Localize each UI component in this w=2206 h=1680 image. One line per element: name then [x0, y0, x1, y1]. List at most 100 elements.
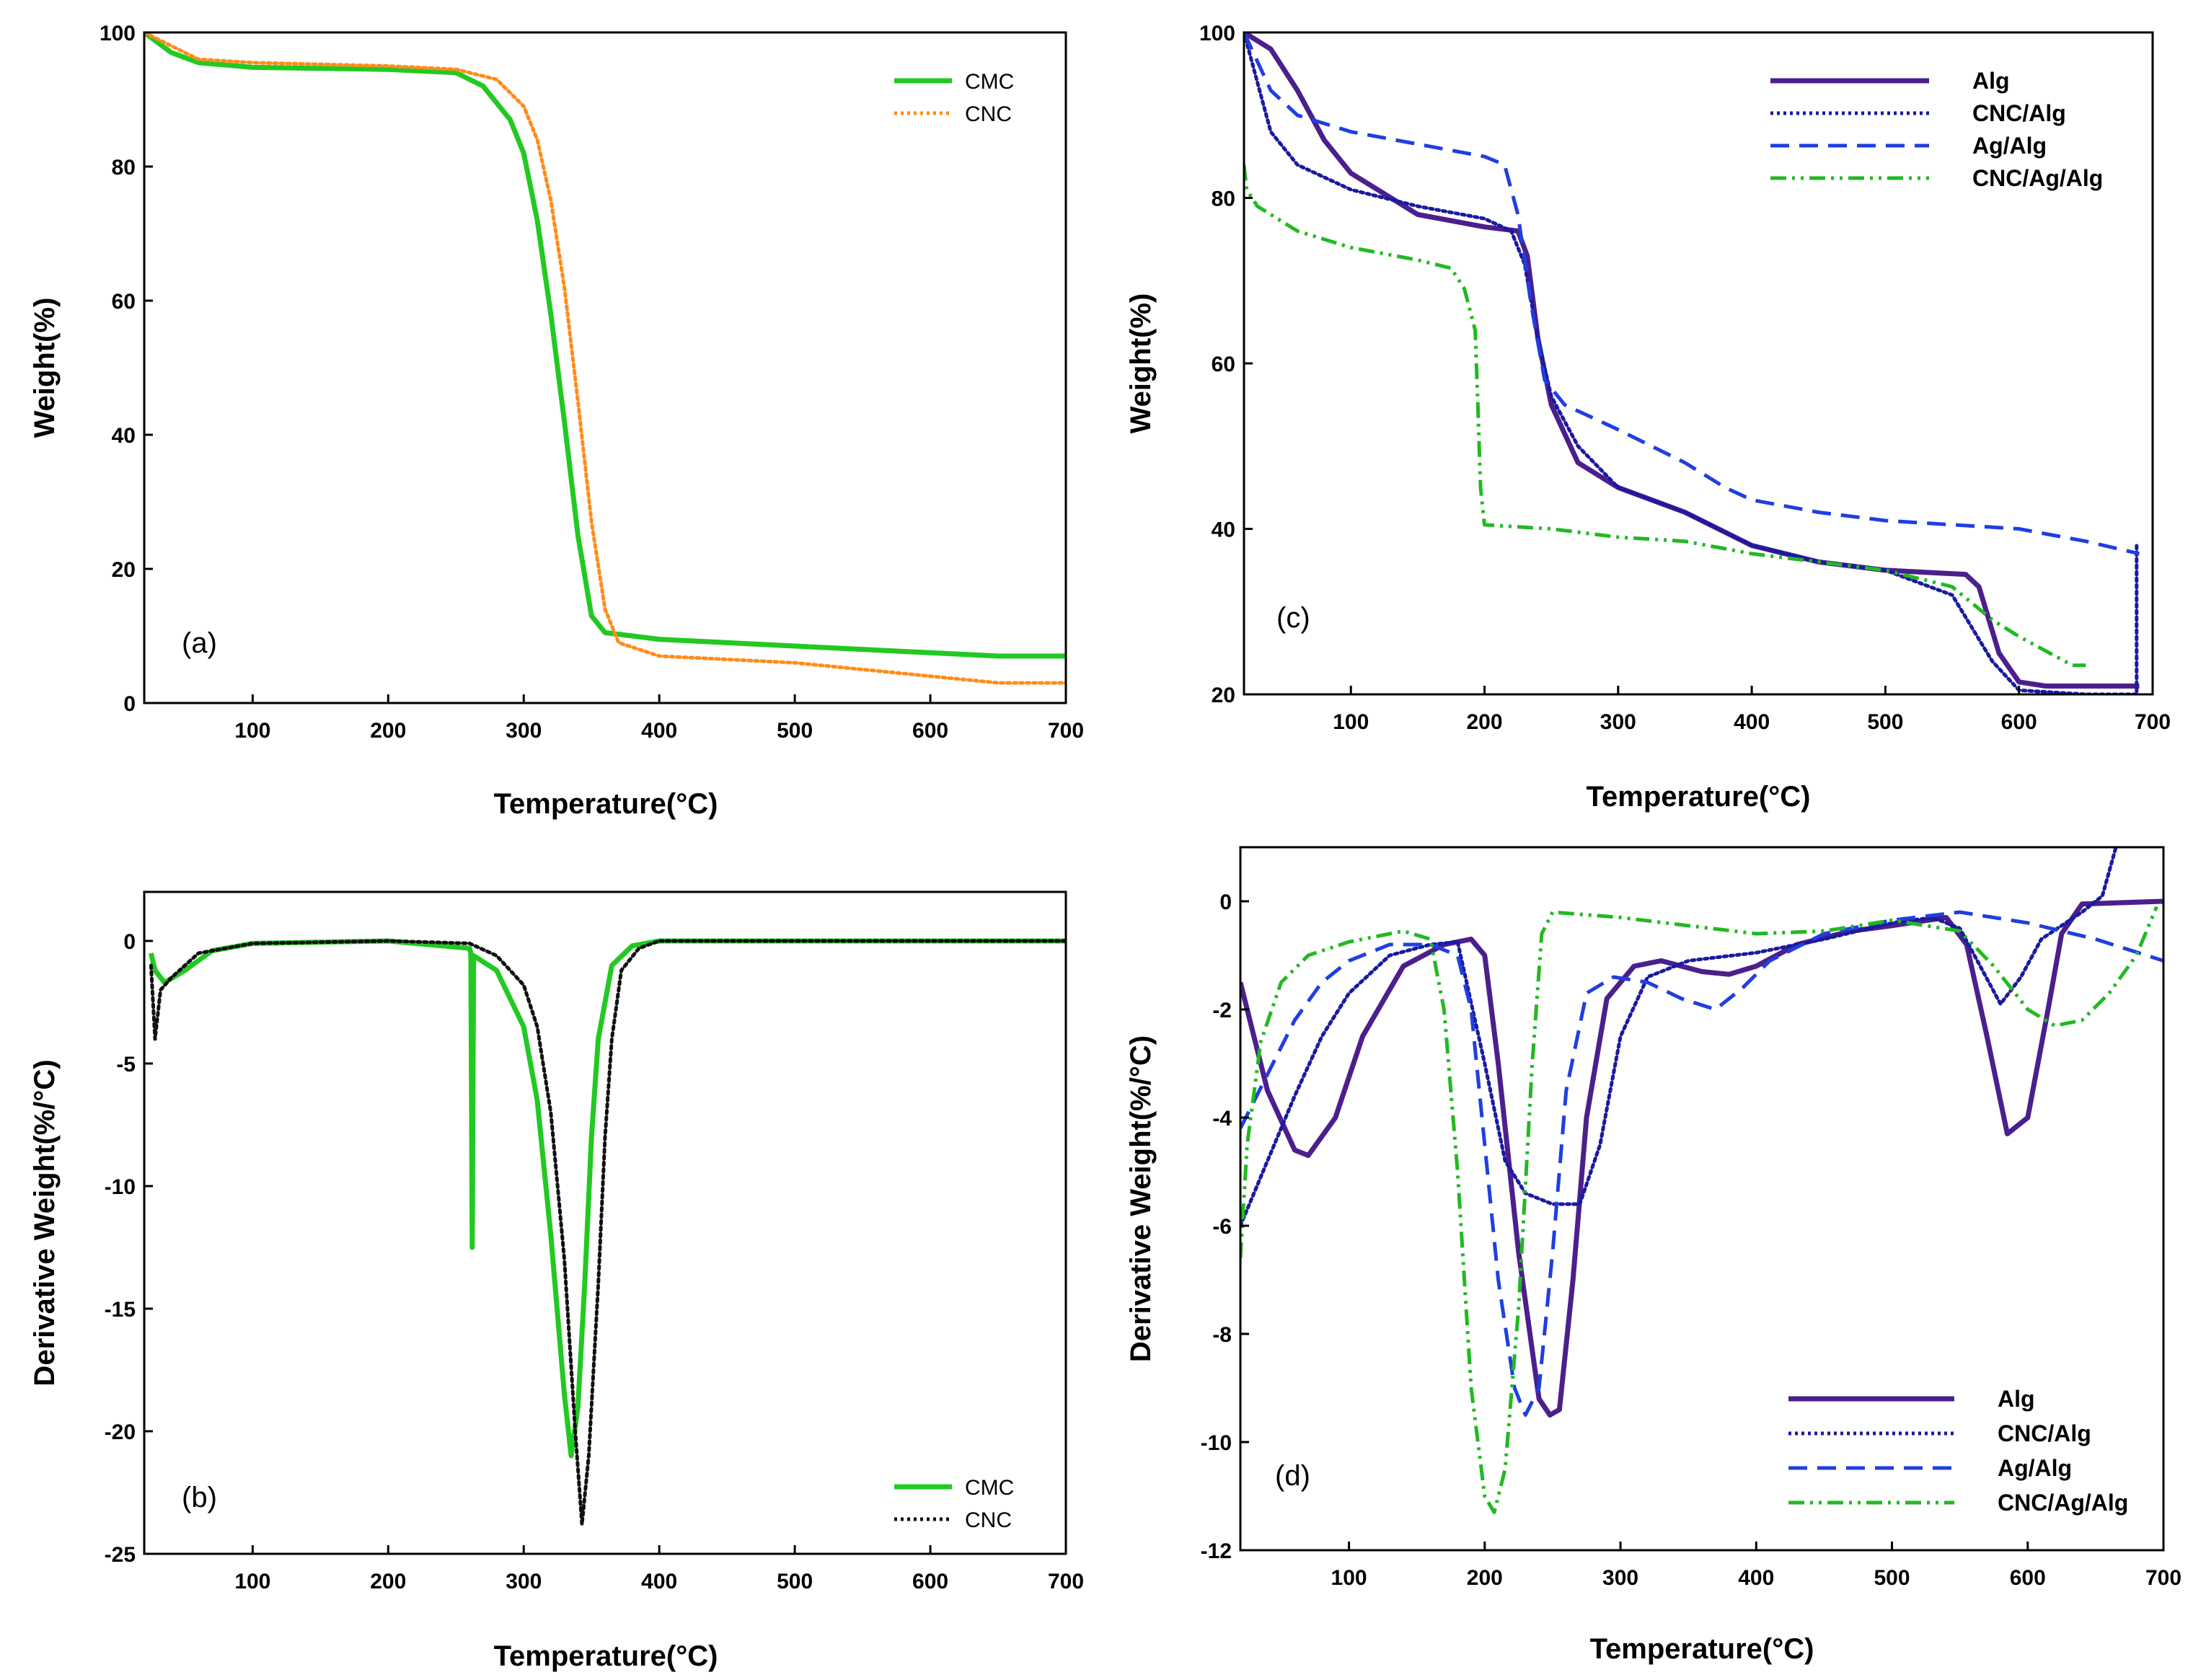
x-tick-label: 300 — [1602, 1566, 1638, 1590]
series-line-ag-alg — [1240, 910, 2163, 1417]
series-line-cnc-ag-alg — [1240, 906, 2158, 1514]
panel-c: 100 200 300 400 500 600 700 20 40 60 80 100 Temperat… — [1125, 22, 2171, 813]
x-axis-title: Temperature(°C) — [494, 788, 718, 820]
x-tick-label: 200 — [1467, 1566, 1503, 1590]
x-tick-label: 500 — [777, 719, 813, 743]
plot-frame — [1239, 846, 2165, 1552]
series-line-cmc — [144, 32, 1066, 659]
y-tick-label: -4 — [1212, 1107, 1232, 1131]
x-tick-label: 700 — [1048, 1570, 1084, 1593]
series-line-cnc-alg — [1244, 32, 2139, 694]
panel-b: 100 200 300 400 500 600 700 0 -5 -10 -15 -20 -25 Temp… — [29, 890, 1084, 1672]
y-tick-label: 60 — [112, 290, 136, 314]
y-tick-label: 0 — [1219, 890, 1232, 914]
plot-frame — [1243, 31, 2154, 696]
legend-label: CNC/Ag/Alg — [1972, 165, 2103, 191]
y-axis-title: Derivative Weight(%/°C) — [1125, 1035, 1157, 1362]
x-tick-label: 700 — [2145, 1566, 2181, 1590]
y-axis-title: Weight(%) — [29, 298, 61, 438]
plot-frame — [143, 890, 1067, 1555]
y-tick-label: 40 — [1212, 518, 1235, 542]
y-tick-label: 100 — [1199, 22, 1235, 45]
series-line-cnc — [144, 32, 1066, 685]
x-axis-title: Temperature(°C) — [1590, 1633, 1814, 1665]
x-tick-label: 400 — [1734, 710, 1770, 734]
y-tick-label: 80 — [1212, 187, 1235, 211]
series-line-cnc-ag-alg — [1244, 164, 2086, 668]
x-tick-label: 600 — [2010, 1566, 2046, 1590]
legend-label: CNC/Alg — [1998, 1420, 2091, 1446]
panel-label: (c) — [1276, 602, 1310, 634]
legend-label: Ag/Alg — [1998, 1455, 2072, 1481]
x-tick-label: 300 — [1600, 710, 1636, 734]
x-tick-label: 200 — [1466, 710, 1502, 734]
y-tick-label: -8 — [1212, 1323, 1232, 1347]
x-tick-label: 400 — [641, 719, 677, 743]
legend: Alg CNC/Alg Ag/Alg CNC/Ag/Alg — [1770, 68, 2103, 191]
panel-label: (a) — [182, 627, 217, 659]
y-tick-label: -6 — [1212, 1215, 1232, 1239]
x-tick-label: 200 — [370, 1570, 406, 1593]
x-tick-label: 500 — [777, 1570, 813, 1593]
legend-label: CMC — [965, 70, 1014, 94]
x-axis-title: Temperature(°C) — [494, 1640, 718, 1672]
series-line-cnc — [149, 939, 1066, 1526]
legend: CMC CNC — [894, 1476, 1014, 1532]
series-line-alg — [1244, 32, 2140, 689]
legend: Alg CNC/Alg Ag/Alg CNC/Ag/Alg — [1788, 1386, 2128, 1516]
y-tick-label: -2 — [1212, 999, 1232, 1022]
legend-label: CNC — [965, 1508, 1012, 1532]
legend-label: CNC/Ag/Alg — [1998, 1490, 2128, 1516]
x-tick-label: 300 — [506, 1570, 542, 1593]
legend-label: CNC/Alg — [1972, 100, 2066, 126]
x-tick-label: 200 — [370, 719, 406, 743]
panel-a: 100 200 300 400 500 600 700 0 20 40 60 80 100 Tempera… — [29, 22, 1084, 820]
x-tick-label: 400 — [641, 1570, 677, 1593]
panel-label: (b) — [182, 1482, 217, 1513]
y-tick-label: -25 — [105, 1543, 136, 1567]
series-line-cmc — [148, 938, 1066, 1459]
y-tick-label: -15 — [105, 1298, 136, 1322]
y-tick-label: 0 — [123, 930, 136, 954]
x-tick-label: 100 — [234, 1570, 270, 1593]
y-tick-label: -5 — [116, 1053, 136, 1076]
y-tick-label: -20 — [105, 1420, 136, 1444]
x-tick-label: 300 — [506, 719, 542, 743]
x-tick-label: 600 — [2001, 710, 2037, 734]
legend-label: Alg — [1998, 1386, 2035, 1412]
series-line-cnc-alg — [1240, 847, 2118, 1228]
x-axis-title: Temperature(°C) — [1587, 781, 1811, 813]
series-line-ag-alg — [1244, 32, 2140, 556]
y-tick-label: 80 — [112, 156, 136, 180]
y-tick-label: -12 — [1201, 1539, 1232, 1563]
plot-frame — [143, 31, 1067, 704]
y-tick-label: 100 — [100, 22, 136, 45]
x-tick-label: 100 — [1331, 1566, 1367, 1590]
y-tick-label: -10 — [1201, 1431, 1232, 1455]
series-line-alg — [1240, 898, 2163, 1418]
legend-label: Alg — [1972, 68, 2010, 94]
x-tick-label: 600 — [912, 1570, 948, 1593]
x-tick-label: 400 — [1738, 1566, 1774, 1590]
x-tick-label: 700 — [1048, 719, 1084, 743]
legend: CMC CNC — [894, 70, 1014, 126]
y-tick-label: 0 — [123, 692, 136, 716]
y-tick-label: -10 — [105, 1175, 136, 1199]
y-axis-title: Weight(%) — [1125, 293, 1157, 434]
legend-label: Ag/Alg — [1972, 133, 2047, 159]
legend-label: CMC — [965, 1476, 1014, 1500]
y-tick-label: 40 — [112, 424, 136, 448]
y-tick-label: 20 — [112, 558, 136, 582]
x-tick-label: 100 — [234, 719, 270, 743]
x-tick-label: 600 — [912, 719, 948, 743]
panel-label: (d) — [1275, 1460, 1310, 1492]
x-tick-label: 500 — [1867, 710, 1903, 734]
x-tick-label: 700 — [2135, 710, 2171, 734]
x-tick-label: 100 — [1333, 710, 1369, 734]
legend-label: CNC — [965, 102, 1012, 126]
y-axis-title: Derivative Weight(%/°C) — [29, 1059, 61, 1386]
panel-d: 100 200 300 400 500 600 700 0 -2 -4 -6 -8 -10 -12 Temp… — [1125, 846, 2181, 1665]
y-tick-label: 60 — [1212, 353, 1235, 376]
y-tick-label: 20 — [1212, 684, 1235, 707]
